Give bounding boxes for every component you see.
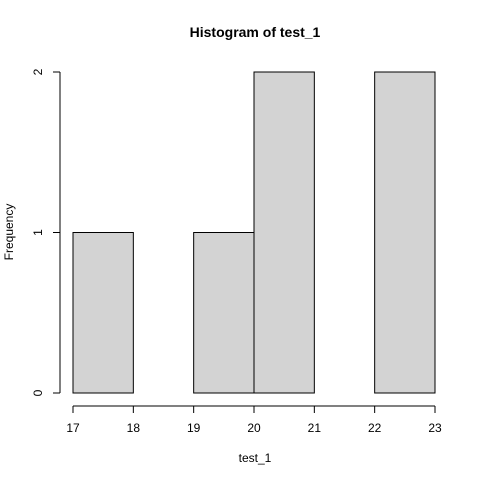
y-axis: 0 1 2 <box>31 68 61 396</box>
histogram-bar-22-23 <box>374 71 436 394</box>
chart-title: Histogram of test_1 <box>190 24 321 40</box>
x-tick-label: 23 <box>428 421 442 435</box>
histogram-bar-17-18 <box>72 232 134 394</box>
x-tick-label: 17 <box>66 421 80 435</box>
x-tick-label: 19 <box>187 421 201 435</box>
x-tick-label: 22 <box>368 421 382 435</box>
x-tick-label: 21 <box>308 421 322 435</box>
y-tick-label: 1 <box>31 229 45 236</box>
histogram-bar-20-21 <box>253 71 315 394</box>
y-tick-label: 0 <box>31 389 45 396</box>
histogram-bar-19-20 <box>193 232 255 394</box>
y-axis-label: Frequency <box>2 204 16 261</box>
bars-group <box>72 71 436 394</box>
x-tick-label: 20 <box>247 421 261 435</box>
x-tick-label: 18 <box>127 421 141 435</box>
x-axis: 17 18 19 20 21 22 23 <box>66 405 442 435</box>
y-tick-label: 2 <box>31 68 45 75</box>
x-axis-label: test_1 <box>239 451 272 465</box>
